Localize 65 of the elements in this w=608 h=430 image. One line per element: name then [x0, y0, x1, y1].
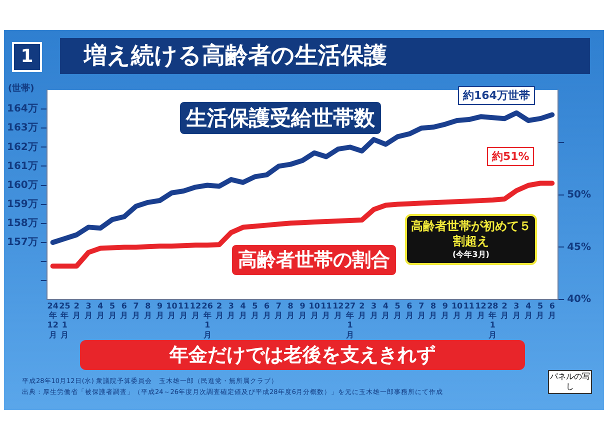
x-tick-label: 2月 [356, 301, 366, 320]
annotation: (今年3月) [452, 249, 490, 260]
y-tick-label: 157万 [7, 237, 38, 248]
x-tick-label: 7月 [274, 301, 283, 320]
x-tick-label: 11月 [463, 301, 475, 320]
x-tick-label: 12月 [190, 301, 202, 320]
x-tick-label: 7月 [131, 301, 140, 320]
text: パネルの写し [548, 370, 592, 394]
x-tick-label: 6月 [547, 301, 556, 320]
x-tick-label: 3月 [83, 301, 92, 320]
x-tick-label: 6月 [404, 301, 414, 320]
x-tick-label: 24年12月 [47, 301, 59, 340]
x-tick-label: 8月 [142, 301, 152, 320]
y-axis-title: (世帯) [8, 82, 34, 95]
x-tick-label: 7月 [416, 301, 426, 320]
x-tick-label: 10月 [166, 301, 178, 320]
x-tick-label: 8月 [286, 301, 295, 320]
y-tick-label: 161万 [7, 160, 38, 172]
x-tick-label: 4月 [380, 301, 390, 320]
x-tick-label: 2月 [214, 301, 224, 320]
x-tick-label: 11月 [320, 301, 332, 320]
y2-tick-label: 40% [567, 294, 591, 306]
x-tick-label: 25年1月 [59, 301, 71, 340]
annotation: 高齢者世帯が初めて５割超え [411, 219, 531, 248]
series-label: 生活保護受給世帯数 [180, 102, 381, 134]
x-tick-label: 3月 [226, 301, 236, 320]
text: 1 [12, 42, 42, 72]
chart-title: 増え続ける高齢者の生活保護 [60, 38, 590, 74]
x-tick-label: 8月 [428, 301, 438, 320]
x-tick-label: 5月 [107, 301, 116, 320]
x-tick-label: 12月 [475, 301, 486, 320]
x-tick-label: 4月 [95, 301, 104, 320]
y2-tick-label: 50% [567, 189, 591, 200]
series-label: 高齢者世帯の割合 [232, 245, 396, 275]
x-tick-label: 2月 [72, 301, 81, 320]
x-tick-label: 6月 [262, 301, 271, 320]
x-tick-label: 11月 [178, 301, 190, 320]
x-tick-label: 4月 [523, 301, 532, 320]
y-tick-label: 160万 [7, 180, 38, 191]
x-tick-label: 4月 [238, 301, 248, 320]
x-tick-label: 9月 [440, 301, 450, 320]
x-tick-label: 28年1月 [487, 301, 499, 340]
annotation: 約164万世帯 [458, 86, 535, 105]
x-tick-label: 2月 [500, 301, 509, 320]
x-tick-label: 27年1月 [344, 301, 356, 340]
y-tick-label: 163万 [7, 122, 38, 134]
x-tick-label: 10月 [451, 301, 464, 320]
x-tick-label: 10月 [308, 301, 320, 320]
x-tick-label: 6月 [119, 301, 128, 320]
annotation: 約51% [487, 147, 534, 166]
text: 年金だけでは老後を支えきれず [80, 340, 525, 370]
x-tick-label: 5月 [392, 301, 402, 320]
x-tick-label: 9月 [154, 301, 164, 320]
y-tick-label: 158万 [7, 218, 38, 229]
y2-tick-label: 45% [567, 242, 591, 253]
y-tick-label: 159万 [7, 198, 38, 210]
y-tick-label: 162万 [7, 142, 38, 153]
y-tick-label: 164万 [7, 104, 38, 115]
x-tick-label: 3月 [511, 301, 520, 320]
x-tick-label: 5月 [535, 301, 544, 320]
x-tick-label: 5月 [250, 301, 259, 320]
x-tick-label: 26年1月 [202, 301, 214, 340]
x-tick-label: 3月 [368, 301, 378, 320]
x-tick-label: 9月 [297, 301, 306, 320]
x-tick-label: 12月 [332, 301, 344, 320]
